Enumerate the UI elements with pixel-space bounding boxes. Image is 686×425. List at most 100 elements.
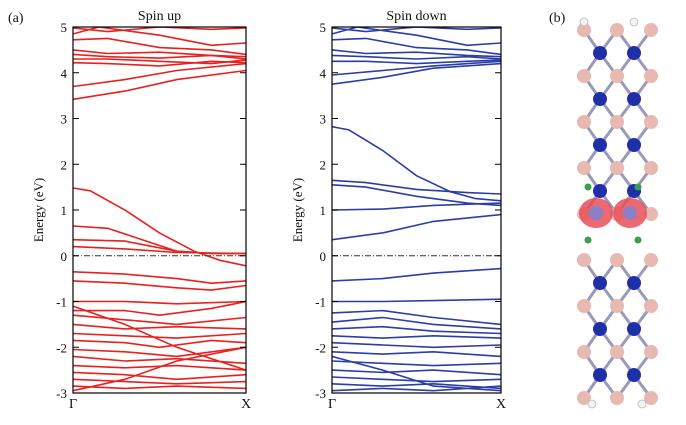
band-line-24 bbox=[332, 376, 501, 383]
band-line-28 bbox=[73, 305, 246, 371]
boron-atom bbox=[577, 345, 591, 359]
boron-atom bbox=[644, 345, 658, 359]
x-tick-label: X bbox=[241, 397, 251, 412]
y-axis-label: Energy (eV) bbox=[290, 178, 305, 242]
band-line-1 bbox=[332, 27, 501, 33]
band-line-7 bbox=[73, 60, 246, 67]
minority-spin-lobe bbox=[634, 236, 642, 244]
band-line-4 bbox=[332, 49, 501, 58]
minority-spin-lobe bbox=[584, 183, 592, 191]
boron-atom bbox=[577, 299, 591, 313]
y-tick-label: 4 bbox=[61, 66, 68, 81]
hydrogen-atom bbox=[587, 399, 597, 409]
band-line-10 bbox=[73, 187, 246, 267]
y-tick-label: 1 bbox=[320, 203, 327, 218]
band-line-19 bbox=[73, 323, 246, 330]
band-line-10 bbox=[332, 179, 501, 195]
band-line-3 bbox=[73, 37, 246, 56]
band-line-17 bbox=[73, 300, 246, 317]
panel-label-a: (a) bbox=[8, 11, 24, 26]
band-line-14 bbox=[332, 267, 501, 282]
minority-spin-lobe bbox=[584, 236, 592, 244]
boron-atom bbox=[644, 391, 658, 405]
y-tick-label: 2 bbox=[320, 157, 327, 172]
band-line-2 bbox=[73, 27, 246, 47]
band-line-7 bbox=[332, 60, 501, 76]
band-structure-spin-down: -3 -2 -1 0 1 2 3 4 5 Γ X Spin down Energy (eV) bbox=[290, 9, 506, 412]
x-tick-label: Γ bbox=[328, 397, 336, 412]
boron-atom bbox=[610, 345, 624, 359]
band-line-27 bbox=[73, 385, 246, 390]
band-line-26 bbox=[73, 378, 246, 385]
band-line-16 bbox=[73, 300, 246, 305]
band-line-23 bbox=[73, 355, 246, 365]
boron-atom bbox=[644, 161, 658, 175]
boron-atom bbox=[644, 299, 658, 313]
bn-nanoribbon-structure-icon bbox=[577, 17, 658, 409]
boron-atom bbox=[644, 253, 658, 267]
nitrogen-atom bbox=[593, 276, 607, 290]
nitrogen-atom bbox=[627, 46, 641, 60]
band-line-27 bbox=[332, 355, 501, 392]
nitrogen-atom bbox=[627, 322, 641, 336]
band-line-2 bbox=[332, 27, 501, 47]
y-tick-label: 0 bbox=[61, 249, 68, 264]
magnetic-atom bbox=[589, 206, 603, 220]
band-line-20 bbox=[332, 341, 501, 349]
boron-atom bbox=[577, 253, 591, 267]
minority-spin-lobe bbox=[634, 183, 642, 191]
nitrogen-atom bbox=[593, 322, 607, 336]
band-line-3 bbox=[332, 37, 501, 56]
band-line-29 bbox=[73, 346, 246, 392]
magnetic-atom bbox=[623, 206, 637, 220]
band-line-19 bbox=[332, 334, 501, 339]
band-line-22 bbox=[332, 360, 501, 367]
band-line-16 bbox=[332, 309, 501, 326]
band-line-12 bbox=[332, 202, 501, 211]
y-tick-label: 5 bbox=[61, 20, 68, 35]
hydrogen-atom bbox=[629, 17, 639, 27]
y-tick-label: 0 bbox=[320, 249, 327, 264]
boron-atom bbox=[577, 115, 591, 129]
band-structure-spin-up: -3 -2 -1 0 1 2 3 4 5 Γ X Spin up Energy (eV) bbox=[31, 9, 251, 412]
band-line-6 bbox=[332, 59, 501, 65]
band-line-5 bbox=[332, 54, 501, 60]
band-line-1 bbox=[73, 27, 246, 33]
boron-atom bbox=[610, 69, 624, 83]
band-line-15 bbox=[332, 298, 501, 303]
band-line-15 bbox=[73, 280, 246, 291]
band-line-17 bbox=[332, 316, 501, 330]
bands bbox=[73, 27, 246, 392]
y-tick-label: 5 bbox=[320, 20, 327, 35]
boron-atom bbox=[644, 115, 658, 129]
band-line-8 bbox=[73, 62, 246, 88]
y-tick-label: -3 bbox=[56, 386, 67, 401]
y-tick-label: 2 bbox=[61, 157, 68, 172]
y-tick-label: 4 bbox=[320, 66, 327, 81]
band-line-11 bbox=[332, 184, 501, 207]
y-tick-label: -1 bbox=[315, 295, 326, 310]
boron-atom bbox=[577, 23, 591, 37]
band-line-20 bbox=[73, 332, 246, 339]
band-line-13 bbox=[332, 213, 501, 241]
band-line-18 bbox=[73, 314, 246, 326]
band-line-24 bbox=[73, 364, 246, 371]
boron-atom bbox=[610, 115, 624, 129]
hydrogen-atom bbox=[579, 17, 589, 27]
nitrogen-atom bbox=[627, 368, 641, 382]
nitrogen-atom bbox=[593, 184, 607, 198]
boron-atom bbox=[644, 207, 658, 221]
panel-label-b: (b) bbox=[549, 11, 566, 26]
bands bbox=[332, 27, 501, 392]
boron-atom bbox=[577, 391, 591, 405]
boron-atom bbox=[610, 253, 624, 267]
hydrogen-atom bbox=[637, 399, 647, 409]
band-line-14 bbox=[73, 271, 246, 285]
nitrogen-atom bbox=[593, 92, 607, 106]
x-tick-label: Γ bbox=[69, 397, 77, 412]
y-tick-label: -2 bbox=[315, 340, 326, 355]
boron-atom bbox=[577, 69, 591, 83]
nitrogen-atom bbox=[627, 138, 641, 152]
nitrogen-atom bbox=[593, 138, 607, 152]
boron-atom bbox=[644, 23, 658, 37]
